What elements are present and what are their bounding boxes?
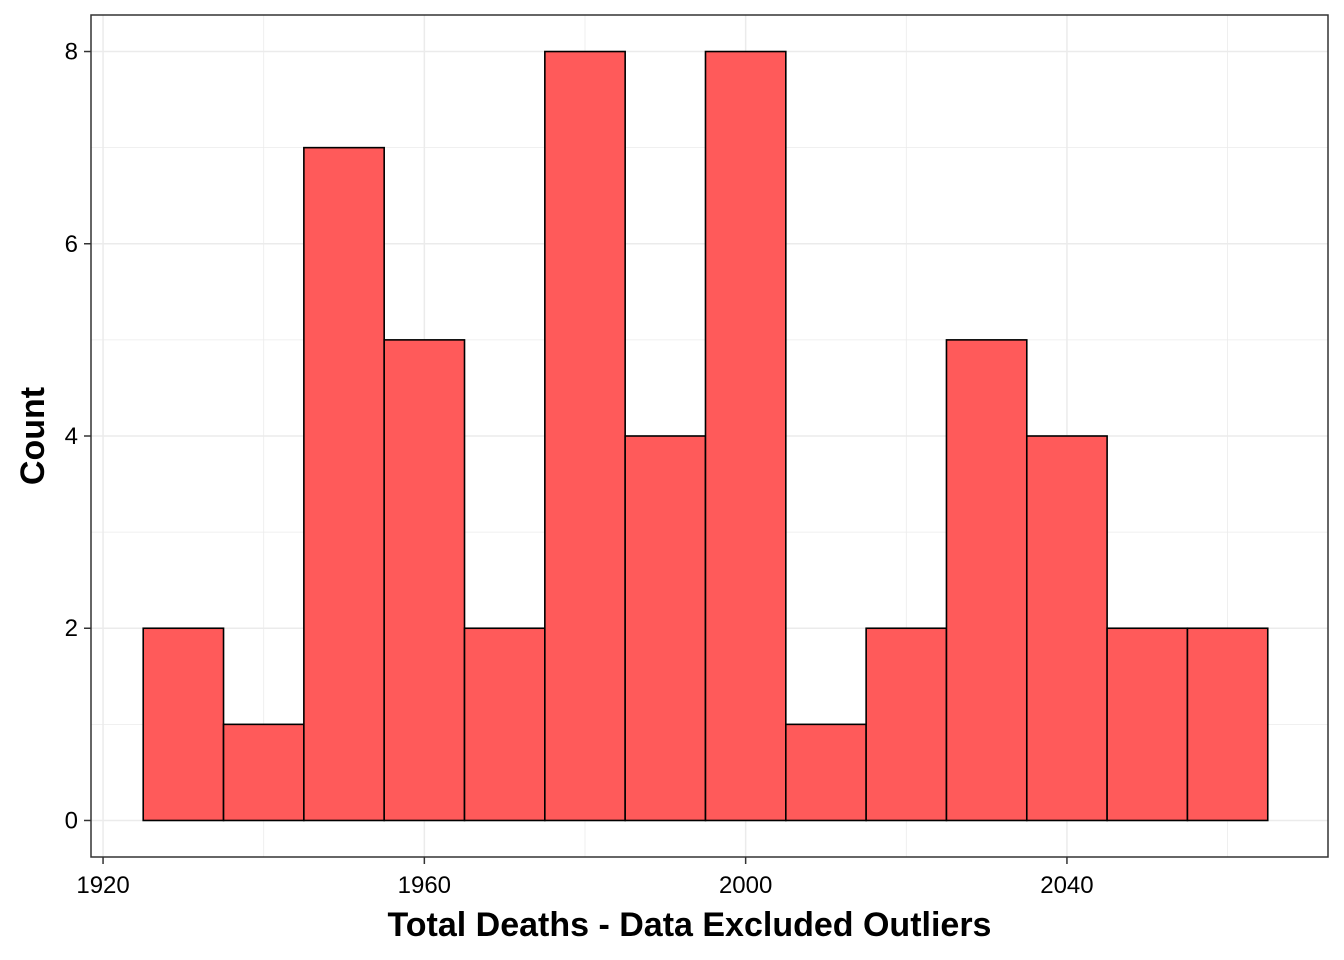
x-tick-label: 1920 [76,872,129,899]
histogram-bar [945,339,1028,822]
histogram-bar [865,627,948,822]
histogram-bar [624,435,707,822]
histogram-bar [383,339,466,822]
histogram-bar [785,723,867,822]
y-tick-label: 6 [65,231,78,258]
histogram-bar [303,146,385,822]
histogram-bar [704,50,787,822]
x-tick-label: 2000 [719,872,772,899]
x-tick-label: 2040 [1040,872,1093,899]
x-tick-label: 1960 [398,872,451,899]
y-axis-title: Count [14,387,52,485]
axes: 1920 1960 2000 2040 0 2 4 6 8 [65,39,1094,899]
y-tick-label: 2 [65,615,78,642]
histogram-bar [1025,435,1108,822]
y-tick-label: 4 [65,423,78,450]
y-tick-label: 0 [65,807,78,834]
histogram-bar [463,627,546,822]
x-axis-title: Total Deaths - Data Excluded Outliers [388,906,992,944]
histogram-bar [544,50,626,822]
histogram-bar [222,723,305,822]
histogram-bar [142,627,225,822]
histogram-bar [1186,627,1269,822]
histogram-bar [1106,627,1189,822]
y-tick-label: 8 [65,39,78,66]
histogram-bars [142,50,1269,822]
